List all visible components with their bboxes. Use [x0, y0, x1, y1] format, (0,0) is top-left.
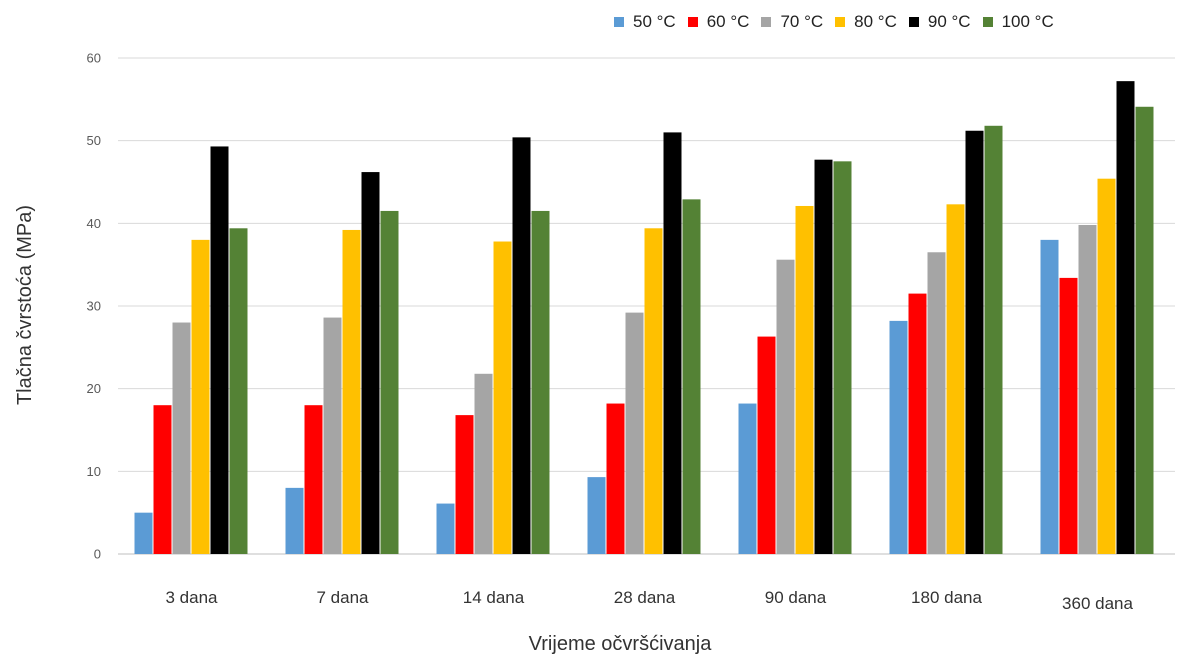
legend-item: 70 °C: [761, 12, 823, 32]
bar-50cc: [134, 512, 153, 554]
legend-item: 100 °C: [982, 12, 1054, 32]
bar-100cc: [531, 210, 550, 554]
bar-60cc: [304, 405, 323, 554]
bar-90cc: [1116, 81, 1135, 554]
bar-100cc: [833, 161, 852, 555]
x-tick-label: 28 dana: [614, 588, 676, 607]
bar-50cc: [1040, 239, 1059, 554]
bar-100cc: [229, 228, 248, 554]
bar-90cc: [965, 130, 984, 554]
y-tick-label: 10: [87, 464, 101, 479]
bar-60cc: [153, 405, 172, 554]
bar-90cc: [814, 159, 833, 554]
bar-50cc: [738, 403, 757, 554]
legend-item: 80 °C: [835, 12, 897, 32]
bar-50cc: [587, 477, 606, 554]
y-tick-label: 60: [87, 51, 101, 66]
bar-70cc: [474, 373, 493, 554]
bar-70cc: [776, 259, 795, 554]
bar-80cc: [1097, 178, 1116, 554]
bar-100cc: [682, 199, 701, 555]
legend-swatch: [982, 17, 993, 27]
x-tick-label: 180 dana: [911, 588, 982, 607]
bar-90cc: [663, 132, 682, 554]
bar-50cc: [285, 487, 304, 554]
bar-50cc: [436, 503, 455, 554]
bar-70cc: [1078, 224, 1097, 554]
bar-100cc: [984, 125, 1003, 554]
bar-70cc: [625, 312, 644, 554]
legend-label: 70 °C: [780, 12, 824, 31]
legend-item: 60 °C: [687, 12, 750, 32]
bar-50cc: [889, 320, 908, 554]
y-tick-label: 20: [87, 381, 101, 396]
bar-80cc: [946, 204, 965, 554]
y-axis-title: Tlačna čvrstoća (MPa): [14, 205, 36, 405]
legend-item: 90 °C: [908, 12, 971, 32]
legend-swatch: [908, 17, 919, 27]
bar-60cc: [1059, 277, 1078, 554]
legend-label: 90 °C: [927, 12, 971, 31]
bar-70cc: [927, 252, 946, 554]
legend-item: 50 °C: [614, 12, 676, 32]
bar-100cc: [380, 210, 399, 554]
bar-80cc: [342, 229, 361, 555]
bar-90cc: [512, 137, 531, 555]
x-tick-label: 3 dana: [166, 588, 219, 607]
bar-60cc: [757, 336, 776, 554]
bar-70cc: [323, 317, 342, 554]
legend-label: 60 °C: [706, 12, 750, 31]
bar-70cc: [172, 322, 191, 554]
legend-swatch: [761, 17, 772, 27]
bar-80cc: [644, 228, 663, 554]
legend-swatch: [835, 17, 846, 27]
chart-legend: 50 °C 60 °C 70 °C 80 °C 90 °C 100 °C: [614, 12, 1054, 32]
bar-90cc: [361, 172, 380, 554]
legend-label: 100 °C: [1001, 12, 1054, 31]
x-tick-label: 7 dana: [317, 588, 370, 607]
x-axis-title: Vrijeme očvršćivanja: [529, 633, 713, 655]
legend-swatch: [614, 17, 624, 27]
x-tick-label: 360 dana: [1062, 594, 1133, 613]
legend-label: 50 °C: [633, 12, 676, 31]
bar-60cc: [606, 403, 625, 554]
x-tick-label: 90 dana: [765, 588, 827, 607]
bar-90cc: [210, 146, 229, 554]
y-tick-label: 30: [87, 299, 101, 314]
bar-80cc: [493, 241, 512, 554]
bar-60cc: [908, 293, 927, 554]
bar-100cc: [1135, 106, 1154, 555]
y-tick-label: 50: [87, 133, 101, 148]
bar-80cc: [191, 239, 210, 554]
legend-label: 80 °C: [854, 12, 897, 31]
y-tick-label: 0: [94, 547, 101, 562]
legend-swatch: [687, 17, 698, 27]
x-tick-label: 14 dana: [463, 588, 525, 607]
bar-60cc: [455, 415, 474, 554]
bar-80cc: [795, 205, 814, 554]
y-tick-label: 40: [87, 216, 101, 231]
